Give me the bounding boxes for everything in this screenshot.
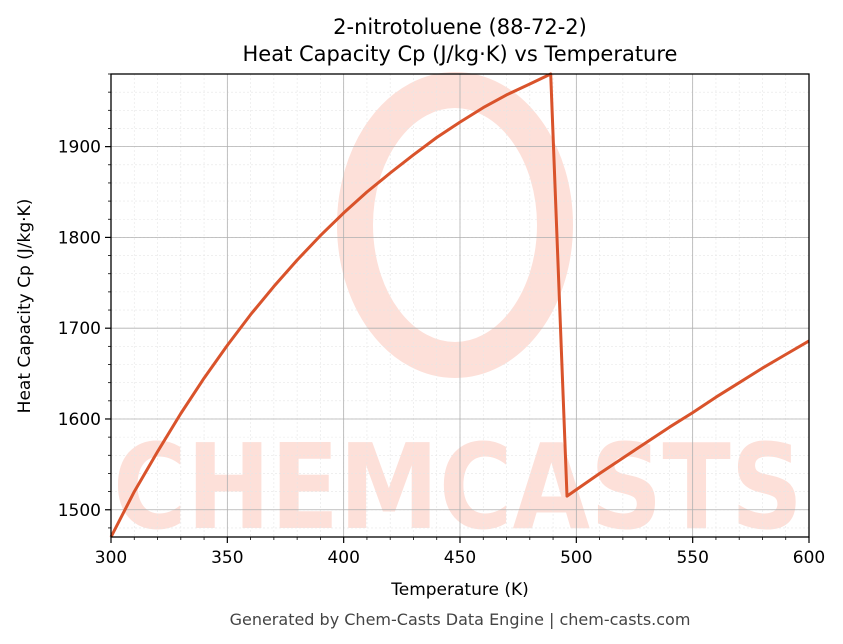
y-tick-label: 1900	[58, 138, 101, 158]
y-tick-label: 1500	[58, 501, 101, 521]
chart-subtitle: Heat Capacity Cp (J/kg·K) vs Temperature	[243, 42, 678, 66]
watermark-text: CHEMCASTS	[113, 418, 803, 556]
footer-credit: Generated by Chem-Casts Data Engine | ch…	[230, 610, 691, 629]
x-tick-label: 600	[793, 548, 825, 568]
x-axis-label: Temperature (K)	[390, 580, 529, 600]
x-tick-label: 550	[676, 548, 708, 568]
x-tick-label: 350	[211, 548, 243, 568]
x-tick-label: 300	[95, 548, 127, 568]
chart-title: 2-nitrotoluene (88-72-2)	[333, 15, 587, 39]
x-tick-label: 450	[444, 548, 476, 568]
y-axis-label: Heat Capacity Cp (J/kg·K)	[15, 199, 35, 414]
y-tick-label: 1600	[58, 410, 101, 430]
series-line-cp	[109, 72, 810, 538]
y-tick-label: 1700	[58, 319, 101, 339]
x-tick-label: 400	[327, 548, 359, 568]
watermark-logo-ring	[337, 72, 573, 378]
y-tick-label: 1800	[58, 228, 101, 248]
x-axis: 300 350 400 450 500 550 600	[95, 537, 825, 568]
y-axis: 1500 1600 1700 1800 1900	[58, 73, 111, 529]
x-tick-label: 500	[560, 548, 592, 568]
watermark: CHEMCASTS	[113, 72, 803, 556]
